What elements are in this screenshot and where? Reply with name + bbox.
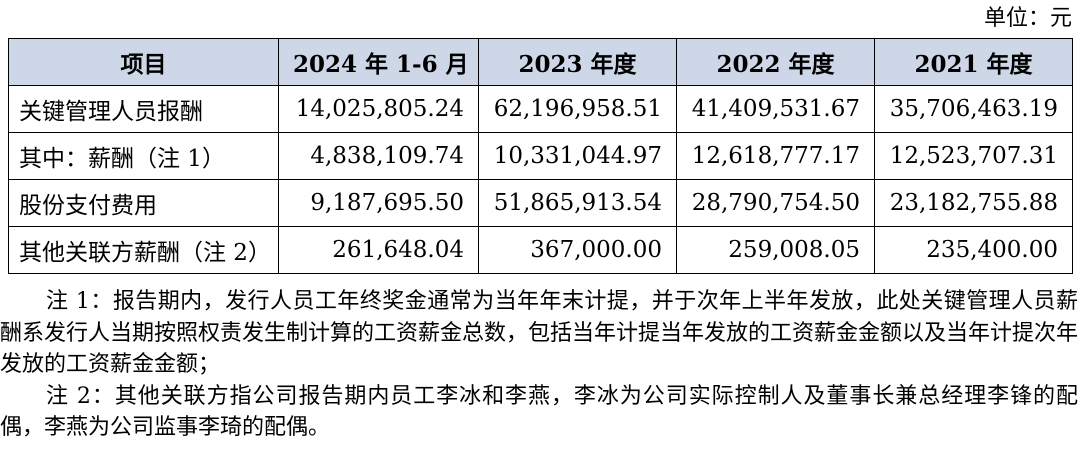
cell-value: 367,000.00 — [478, 226, 677, 274]
cell-value: 28,790,754.50 — [676, 179, 875, 227]
cell-value: 261,648.04 — [278, 226, 479, 274]
header-2023: 2023 年度 — [478, 38, 677, 86]
header-2021: 2021 年度 — [874, 38, 1073, 86]
row-label: 其中：薪酬（注 1） — [8, 132, 279, 180]
row-label: 其他关联方薪酬（注 2） — [8, 226, 279, 274]
unit-label: 单位：元 — [983, 6, 1072, 31]
cell-value: 259,008.05 — [676, 226, 875, 274]
cell-value: 12,618,777.17 — [676, 132, 875, 180]
row-label: 股份支付费用 — [8, 179, 279, 227]
cell-value: 35,706,463.19 — [874, 85, 1073, 133]
cell-value: 4,838,109.74 — [278, 132, 479, 180]
footnotes: 注 1：报告期内，发行人员工年终奖金通常为当年年末计提，并于次年上半年发放，此处… — [0, 286, 1078, 444]
header-item: 项目 — [8, 38, 279, 86]
footnote-1: 注 1：报告期内，发行人员工年终奖金通常为当年年末计提，并于次年上半年发放，此处… — [0, 289, 1079, 377]
header-2022: 2022 年度 — [676, 38, 875, 86]
row-label: 关键管理人员报酬 — [8, 85, 279, 133]
table-row: 股份支付费用 9,187,695.50 51,865,913.54 28,790… — [8, 179, 1073, 227]
table-row: 关键管理人员报酬 14,025,805.24 62,196,958.51 41,… — [8, 85, 1073, 133]
table-header-row: 项目 2024 年 1-6 月 2023 年度 2022 年度 2021 年度 — [8, 38, 1073, 86]
cell-value: 14,025,805.24 — [278, 85, 479, 133]
cell-value: 10,331,044.97 — [478, 132, 677, 180]
footnote-2: 注 2：其他关联方指公司报告期内员工李冰和李燕，李冰为公司实际控制人及董事长兼总… — [0, 383, 1078, 441]
table-row: 其他关联方薪酬（注 2） 261,648.04 367,000.00 259,0… — [8, 226, 1073, 274]
header-2024h1: 2024 年 1-6 月 — [278, 38, 479, 86]
cell-value: 51,865,913.54 — [478, 179, 677, 227]
cell-value: 23,182,755.88 — [874, 179, 1073, 227]
table-row: 其中：薪酬（注 1） 4,838,109.74 10,331,044.97 12… — [8, 132, 1073, 180]
cell-value: 62,196,958.51 — [478, 85, 677, 133]
cell-value: 41,409,531.67 — [676, 85, 875, 133]
cell-value: 235,400.00 — [874, 226, 1073, 274]
cell-value: 12,523,707.31 — [874, 132, 1073, 180]
compensation-table: 项目 2024 年 1-6 月 2023 年度 2022 年度 2021 年度 … — [8, 38, 1073, 274]
cell-value: 9,187,695.50 — [278, 179, 479, 227]
